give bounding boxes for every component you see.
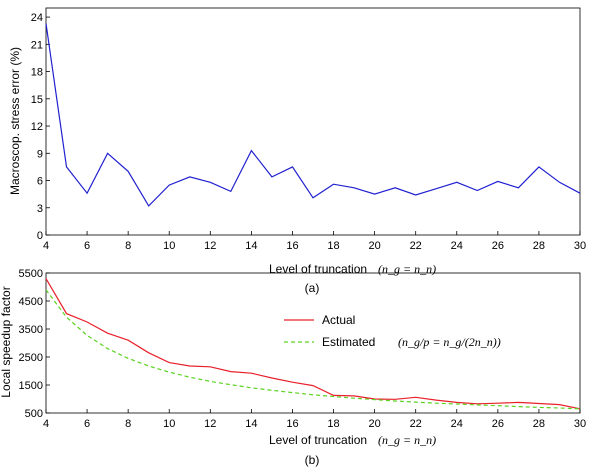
chart-b-formula: (n_g/p = n_g/(2n_n)) [398, 335, 501, 349]
chart-b-y-ticks: 500 1500 2500 3500 4500 5500 [19, 268, 50, 420]
x-tick-label: 28 [533, 418, 545, 430]
chart-b-plot-frame-box [45, 272, 581, 414]
x-tick-label: 4 [43, 418, 49, 430]
x-tick-label: 30 [574, 418, 586, 430]
y-tick-label: 0 [37, 230, 43, 242]
x-tick-label: 6 [84, 240, 90, 252]
y-tick-label: 1500 [19, 380, 43, 392]
x-tick-label: 26 [492, 240, 504, 252]
chart-b-caption: (b) [305, 453, 320, 467]
x-tick-label: 4 [43, 240, 49, 252]
x-tick-label: 24 [451, 418, 463, 430]
x-tick-label: 24 [451, 240, 463, 252]
chart-a-plot-frame [45, 7, 581, 236]
x-tick-label: 26 [492, 418, 504, 430]
y-tick-label: 21 [31, 39, 43, 51]
x-tick-label: 16 [286, 418, 298, 430]
x-tick-label: 18 [327, 240, 339, 252]
x-tick-label: 8 [125, 240, 131, 252]
x-tick-label: 20 [368, 240, 380, 252]
legend-label-estimated: Estimated [322, 335, 375, 349]
x-tick-label: 8 [125, 418, 131, 430]
x-tick-label: 20 [368, 418, 380, 430]
y-tick-label: 18 [31, 67, 43, 79]
chart-a-x-ticks: 4 6 8 10 12 14 16 18 20 22 24 26 28 30 [43, 231, 586, 252]
chart-b-x-axis-label: Level of truncation [269, 433, 367, 447]
chart-b-x-axis-math: (n_g = n_n) [378, 433, 436, 447]
chart-b: 500 1500 2500 3500 4500 5500 4 6 8 10 12 14 16 18 20 2… [0, 268, 586, 467]
y-tick-label: 12 [31, 121, 43, 133]
x-tick-label: 14 [245, 418, 257, 430]
series-line-1 [45, 23, 581, 207]
y-tick-label: 9 [37, 148, 43, 160]
y-tick-label: 5500 [19, 268, 43, 280]
x-tick-label: 28 [533, 240, 545, 252]
x-tick-label: 10 [163, 418, 175, 430]
y-tick-label: 6 [37, 176, 43, 188]
x-tick-label: 16 [286, 240, 298, 252]
y-tick-label: 4500 [19, 296, 43, 308]
chart-b-series [45, 278, 581, 410]
legend-label-actual: Actual [322, 313, 355, 327]
chart-b-legend: Actual Estimated [284, 313, 375, 349]
x-tick-label: 14 [245, 240, 257, 252]
chart-a-x-axis-math: (n_g = n_n) [378, 262, 436, 276]
x-tick-label: 30 [574, 240, 586, 252]
chart-a-y-axis-label: Macroscop. stress error (%) [8, 47, 22, 195]
x-tick-label: 10 [163, 240, 175, 252]
chart-a-x-axis-label: Level of truncation [269, 262, 367, 276]
x-tick-label: 12 [204, 240, 216, 252]
chart-b-y-axis-label: Local speedup factor [0, 286, 13, 397]
y-tick-label: 500 [25, 408, 43, 420]
x-tick-label: 22 [410, 418, 422, 430]
chart-a: 0 3 6 9 12 15 18 21 24 4 6 8 10 12 14 16 18 20 22 24 26 28 30… [8, 7, 586, 295]
y-tick-label: 24 [31, 12, 43, 24]
x-tick-label: 12 [204, 418, 216, 430]
x-tick-label: 18 [327, 418, 339, 430]
chart-b-x-ticks: 4 6 8 10 12 14 16 18 20 22 24 26 28 30 [43, 409, 586, 430]
y-tick-label: 3500 [19, 324, 43, 336]
series-line-estimated [45, 289, 581, 410]
x-tick-label: 6 [84, 418, 90, 430]
y-tick-label: 2500 [19, 352, 43, 364]
chart-a-y-ticks: 0 3 6 9 12 15 18 21 24 [31, 12, 50, 242]
chart-a-series [45, 23, 581, 207]
y-tick-label: 15 [31, 94, 43, 106]
series-line-actual [45, 278, 581, 410]
x-tick-label: 22 [410, 240, 422, 252]
y-tick-label: 3 [37, 203, 43, 215]
chart-a-caption: (a) [305, 281, 320, 295]
